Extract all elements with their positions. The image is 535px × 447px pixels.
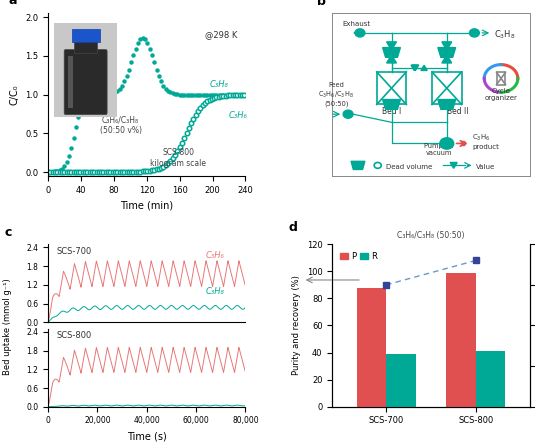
Text: Feed
C$_3$H$_6$/C$_3$H$_8$
(50:50): Feed C$_3$H$_6$/C$_3$H$_8$ (50:50) [318,82,354,107]
Polygon shape [421,65,427,71]
Bar [377,72,406,105]
Polygon shape [351,161,365,169]
Circle shape [440,138,454,149]
Polygon shape [411,65,419,71]
Y-axis label: Purity and recovery (%): Purity and recovery (%) [292,275,301,375]
Text: Bed I: Bed I [382,107,401,116]
Text: C₃H₆/C₃H₈ (50:50): C₃H₆/C₃H₈ (50:50) [397,231,465,240]
Text: C$_3$H$_6$
product: C$_3$H$_6$ product [472,133,499,151]
X-axis label: Time (min): Time (min) [120,200,173,210]
Polygon shape [387,55,396,63]
Text: c: c [5,227,12,240]
Legend: P, R: P, R [337,249,380,264]
Bar [476,351,506,407]
Text: b: b [317,0,325,8]
Text: C₃H₈: C₃H₈ [206,287,225,296]
X-axis label: Time (s): Time (s) [127,431,167,441]
Text: @298 K: @298 K [205,30,237,38]
Circle shape [343,110,353,118]
Polygon shape [442,55,452,63]
Text: Pump for
vacuum: Pump for vacuum [424,143,454,156]
Text: C₃H₆/C₃H₈
(50:50 v%): C₃H₆/C₃H₈ (50:50 v%) [100,116,141,135]
Bar [386,354,416,407]
Polygon shape [438,47,456,57]
Text: Bed II: Bed II [447,107,468,116]
Bar [446,273,476,407]
Text: Bed uptake (mmol g⁻¹): Bed uptake (mmol g⁻¹) [3,278,12,375]
Text: C$_3$H$_8$: C$_3$H$_8$ [494,28,516,41]
Text: C₃H₆: C₃H₆ [229,111,248,120]
Circle shape [470,29,479,37]
Polygon shape [442,42,452,50]
Text: Dead volume: Dead volume [386,164,432,170]
Polygon shape [387,42,396,50]
Text: a: a [9,0,17,7]
Circle shape [355,29,365,37]
Bar [432,72,462,105]
Text: Value: Value [476,164,495,170]
Polygon shape [450,162,457,169]
Polygon shape [411,65,417,71]
Bar [496,72,506,84]
Y-axis label: C/C₀: C/C₀ [10,84,20,105]
Text: Cycle
organizer: Cycle organizer [485,89,517,101]
Polygon shape [438,100,456,110]
Text: C₃H₈: C₃H₈ [209,80,228,89]
Text: Exhaust: Exhaust [342,21,370,27]
Text: SCS-700: SCS-700 [56,247,91,256]
Text: SCS-800
kilogram scale: SCS-800 kilogram scale [150,148,206,168]
Polygon shape [383,100,400,110]
Bar [356,287,386,407]
Polygon shape [383,47,400,57]
Text: C₃H₆: C₃H₆ [206,251,225,260]
Text: d: d [289,221,298,234]
Text: SCS-800: SCS-800 [56,331,91,340]
